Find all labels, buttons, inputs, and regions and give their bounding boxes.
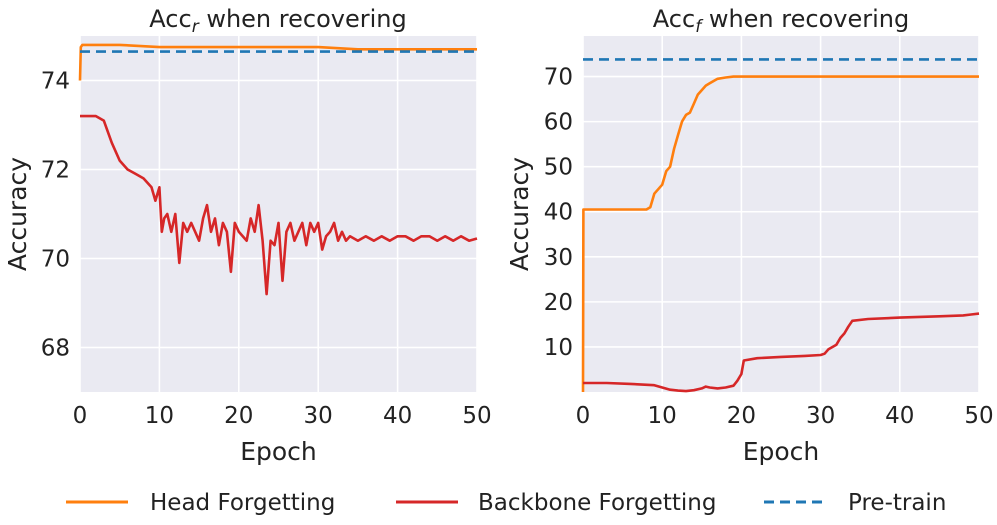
y-tick-label: 72 bbox=[41, 158, 70, 184]
chart-panel-1: 0 10 20 30 40 50 68 70 72 74 Epoch Accuracy Accr whe… bbox=[3, 5, 492, 466]
y-axis-label: Accuracy bbox=[505, 157, 534, 271]
y-tick-label: 10 bbox=[544, 335, 573, 361]
y-tick-label: 30 bbox=[544, 245, 573, 271]
y-tick-label: 68 bbox=[41, 336, 70, 362]
series-line-backbone-forgetting bbox=[80, 114, 478, 296]
x-tick-label: 30 bbox=[304, 403, 333, 429]
legend-label-head-forgetting: Head Forgetting bbox=[150, 490, 335, 516]
series-line-backbone-forgetting bbox=[583, 312, 980, 393]
x-tick-label: 40 bbox=[383, 403, 412, 429]
x-tick-label: 0 bbox=[73, 403, 88, 429]
x-tick-label: 50 bbox=[964, 403, 993, 429]
x-tick-label: 40 bbox=[885, 403, 914, 429]
x-tick-label: 30 bbox=[806, 403, 835, 429]
chart-panel-2: 0 10 20 30 40 50 10 20 30 40 50 60 70 Epoch Accuracy Ac… bbox=[505, 5, 994, 466]
series-line-head-forgetting bbox=[78, 43, 477, 81]
y-tick-label: 60 bbox=[544, 110, 573, 136]
x-tick-label: 50 bbox=[462, 403, 491, 429]
legend-label-pre-train: Pre-train bbox=[848, 490, 946, 516]
legend: Head Forgetting Backbone Forgetting Pre-tr… bbox=[66, 490, 946, 516]
series-line-head-forgetting bbox=[581, 75, 979, 393]
chart-title: Accr when recovering bbox=[149, 5, 406, 37]
plot-area bbox=[583, 36, 979, 392]
plot-area bbox=[80, 36, 477, 392]
x-tick-label: 10 bbox=[145, 403, 174, 429]
x-axis-label: Epoch bbox=[743, 437, 820, 466]
chart-title: Accf when recovering bbox=[653, 5, 909, 37]
x-tick-label: 0 bbox=[576, 403, 591, 429]
y-axis-label: Accuracy bbox=[3, 157, 32, 271]
x-tick-label: 20 bbox=[727, 403, 756, 429]
x-axis-label: Epoch bbox=[240, 437, 317, 466]
x-tick-label: 20 bbox=[224, 403, 253, 429]
y-tick-label: 50 bbox=[544, 155, 573, 181]
x-tick-label: 10 bbox=[648, 403, 677, 429]
y-tick-label: 70 bbox=[544, 65, 573, 91]
y-tick-label: 40 bbox=[544, 200, 573, 226]
y-tick-label: 70 bbox=[41, 247, 70, 273]
y-tick-label: 74 bbox=[41, 69, 70, 95]
y-tick-label: 20 bbox=[544, 290, 573, 316]
legend-label-backbone-forgetting: Backbone Forgetting bbox=[478, 490, 716, 516]
